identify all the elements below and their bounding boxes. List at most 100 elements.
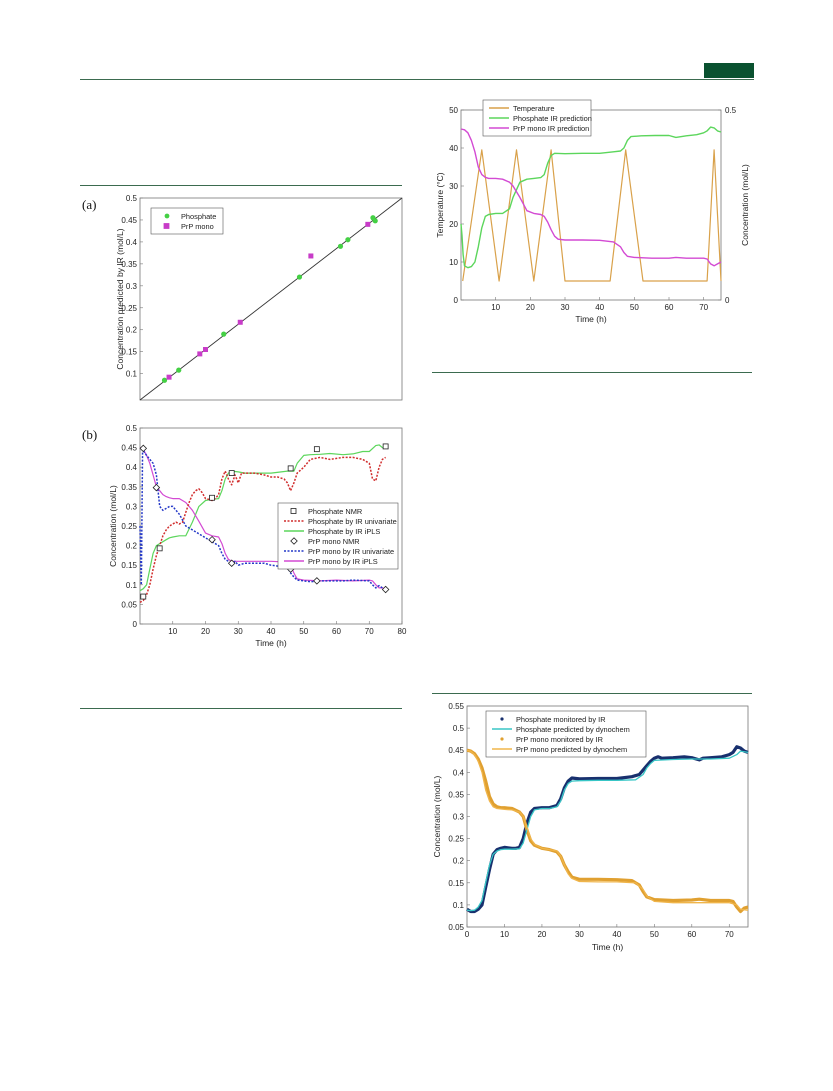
prp-mono-point bbox=[203, 347, 208, 352]
chart-b-xtick-label: 80 bbox=[398, 627, 407, 636]
header-tab bbox=[704, 63, 754, 78]
panel-label-a: (a) bbox=[82, 197, 97, 212]
chart-b-xtick-label: 70 bbox=[365, 627, 374, 636]
right-rule-2 bbox=[432, 693, 752, 694]
phosphate-nmr-point bbox=[209, 494, 215, 501]
chart-b-ytick-label: 0.3 bbox=[126, 502, 138, 511]
chart-c-xtick-label: 50 bbox=[630, 303, 639, 312]
chart-d-xlabel: Time (h) bbox=[592, 942, 623, 952]
chart-b-xtick-label: 30 bbox=[234, 627, 243, 636]
chart-d-ytick-label: 0.1 bbox=[453, 901, 465, 910]
chart-d-ytick-label: 0.4 bbox=[453, 768, 465, 777]
prp-mono-nmr-point bbox=[139, 444, 148, 453]
chart-b-ytick-label: 0.35 bbox=[121, 483, 137, 492]
chart-c-y2label: Concentration (mol/L) bbox=[740, 164, 750, 246]
chart-c-legend-box bbox=[482, 99, 592, 137]
phosphate-ir-prediction-line bbox=[460, 126, 722, 269]
chart-c-legend-entry: Temperature bbox=[513, 104, 555, 113]
chart-c-xtick-label: 30 bbox=[561, 303, 570, 312]
left-rule-1 bbox=[80, 185, 402, 186]
chart-b-ytick-label: 0.25 bbox=[121, 522, 137, 531]
chart-a-ytick-label: 0.2 bbox=[126, 326, 138, 335]
phosphate-nmr-point bbox=[156, 545, 163, 552]
chart-c-ytick-label: 0 bbox=[454, 296, 459, 305]
chart-b-legend-swatch bbox=[290, 537, 298, 545]
left-rule-2 bbox=[80, 708, 402, 709]
chart-a-ytick-label: 0.1 bbox=[126, 370, 138, 379]
chart-d-ytick-label: 0.35 bbox=[448, 790, 464, 799]
chart-c-xtick-label: 20 bbox=[526, 303, 535, 312]
chart-a-legend-entry: PrP mono bbox=[181, 222, 214, 231]
chart-b-legend-swatch bbox=[290, 508, 297, 514]
prp-mono-point bbox=[197, 351, 203, 357]
prp-mono-dynochem-line bbox=[466, 749, 749, 911]
chart-d-ytick-label: 0.5 bbox=[453, 724, 465, 733]
phosphate-nmr-point bbox=[313, 446, 320, 453]
chart-a-ytick-label: 0.45 bbox=[121, 216, 137, 225]
phosphate-nmr-point bbox=[382, 443, 389, 450]
chart-d-ytick-label: 0.15 bbox=[448, 879, 464, 888]
chart-a-ytick-label: 0.3 bbox=[126, 282, 138, 291]
prp-mono-ir-prediction-line bbox=[460, 128, 722, 267]
phosphate-univariate-line bbox=[139, 456, 386, 604]
chart-d-xtick-label: 40 bbox=[612, 930, 621, 939]
prp-mono-point bbox=[166, 374, 172, 380]
phosphate-point bbox=[372, 218, 378, 224]
chart-b-ytick-label: 0.15 bbox=[121, 561, 137, 570]
chart-d-xtick-label: 70 bbox=[725, 930, 734, 939]
chart-a-legend-swatch bbox=[163, 223, 170, 229]
prp-mono-nmr-point bbox=[152, 483, 161, 492]
chart-c-ytick-label: 20 bbox=[449, 220, 458, 229]
chart-d-xtick-label: 0 bbox=[465, 930, 470, 939]
prp-mono-nmr-point bbox=[208, 535, 216, 544]
chart-b-ytick-label: 0.5 bbox=[126, 424, 138, 433]
phosphate-ir-line bbox=[466, 745, 749, 914]
chart-c-xtick-label: 60 bbox=[665, 303, 674, 312]
chart-a-ytick-label: 0.5 bbox=[126, 194, 138, 203]
chart-c-xlabel: Time (h) bbox=[575, 314, 606, 324]
temperature-line bbox=[462, 149, 722, 282]
chart-c-ylabel: Temperature (°C) bbox=[435, 172, 445, 237]
prp-mono-point bbox=[308, 253, 314, 259]
chart-c-ytick-label: 10 bbox=[449, 258, 458, 267]
phosphate-point bbox=[337, 243, 344, 249]
panel-label-b: (b) bbox=[82, 427, 98, 442]
chart-b-legend-entry: Phosphate by IR univariate bbox=[308, 517, 397, 526]
chart-d-ytick-label: 0.3 bbox=[453, 813, 465, 822]
phosphate-dynochem-line bbox=[466, 750, 749, 912]
chart-b-ytick-label: 0.2 bbox=[126, 542, 138, 551]
chart-b-xtick-label: 10 bbox=[168, 627, 177, 636]
chart-b-ytick-label: 0 bbox=[133, 620, 138, 629]
prp-mono-nmr-point bbox=[381, 585, 390, 594]
phosphate-point bbox=[221, 331, 227, 337]
chart-b-legend-entry: PrP mono NMR bbox=[308, 537, 360, 546]
chart-a-ylabel: Concentration predicted by IR (mol/L) bbox=[115, 228, 125, 369]
chart-a-ytick-label: 0.25 bbox=[121, 304, 137, 313]
chart-c-ytick-label: 50 bbox=[449, 106, 458, 115]
header-rule bbox=[80, 79, 754, 80]
chart-c-y2tick-label: 0 bbox=[725, 296, 730, 305]
chart-b-xtick-label: 60 bbox=[332, 627, 341, 636]
chart-c-xtick-label: 40 bbox=[595, 303, 604, 312]
chart-d-legend-entry: Phosphate predicted by dynochem bbox=[516, 725, 630, 734]
chart-b-xlabel: Time (h) bbox=[255, 638, 286, 648]
chart-d-xtick-label: 50 bbox=[650, 930, 659, 939]
phosphate-nmr-point bbox=[228, 470, 235, 476]
chart-d-xtick-label: 10 bbox=[500, 930, 509, 939]
chart-d-legend-swatch bbox=[500, 717, 504, 721]
chart-b-legend-entry: Phosphate by IR iPLS bbox=[308, 527, 380, 536]
chart-d-legend-entry: Phosphate monitored by IR bbox=[516, 715, 606, 724]
chart-b-legend-entry: PrP mono by IR iPLS bbox=[308, 557, 378, 566]
chart-a-legend-box bbox=[150, 207, 224, 235]
chart-b-legend-entry: Phosphate NMR bbox=[308, 507, 362, 516]
chart-a-ytick-label: 0.35 bbox=[121, 260, 137, 269]
chart-b-xtick-label: 20 bbox=[201, 627, 210, 636]
chart-d-ytick-label: 0.55 bbox=[448, 702, 464, 711]
chart-a-ytick-label: 0.4 bbox=[126, 238, 138, 247]
chart-c-legend-entry: Phosphate IR prediction bbox=[513, 114, 592, 123]
chart-a-legend-entry: Phosphate bbox=[181, 212, 216, 221]
